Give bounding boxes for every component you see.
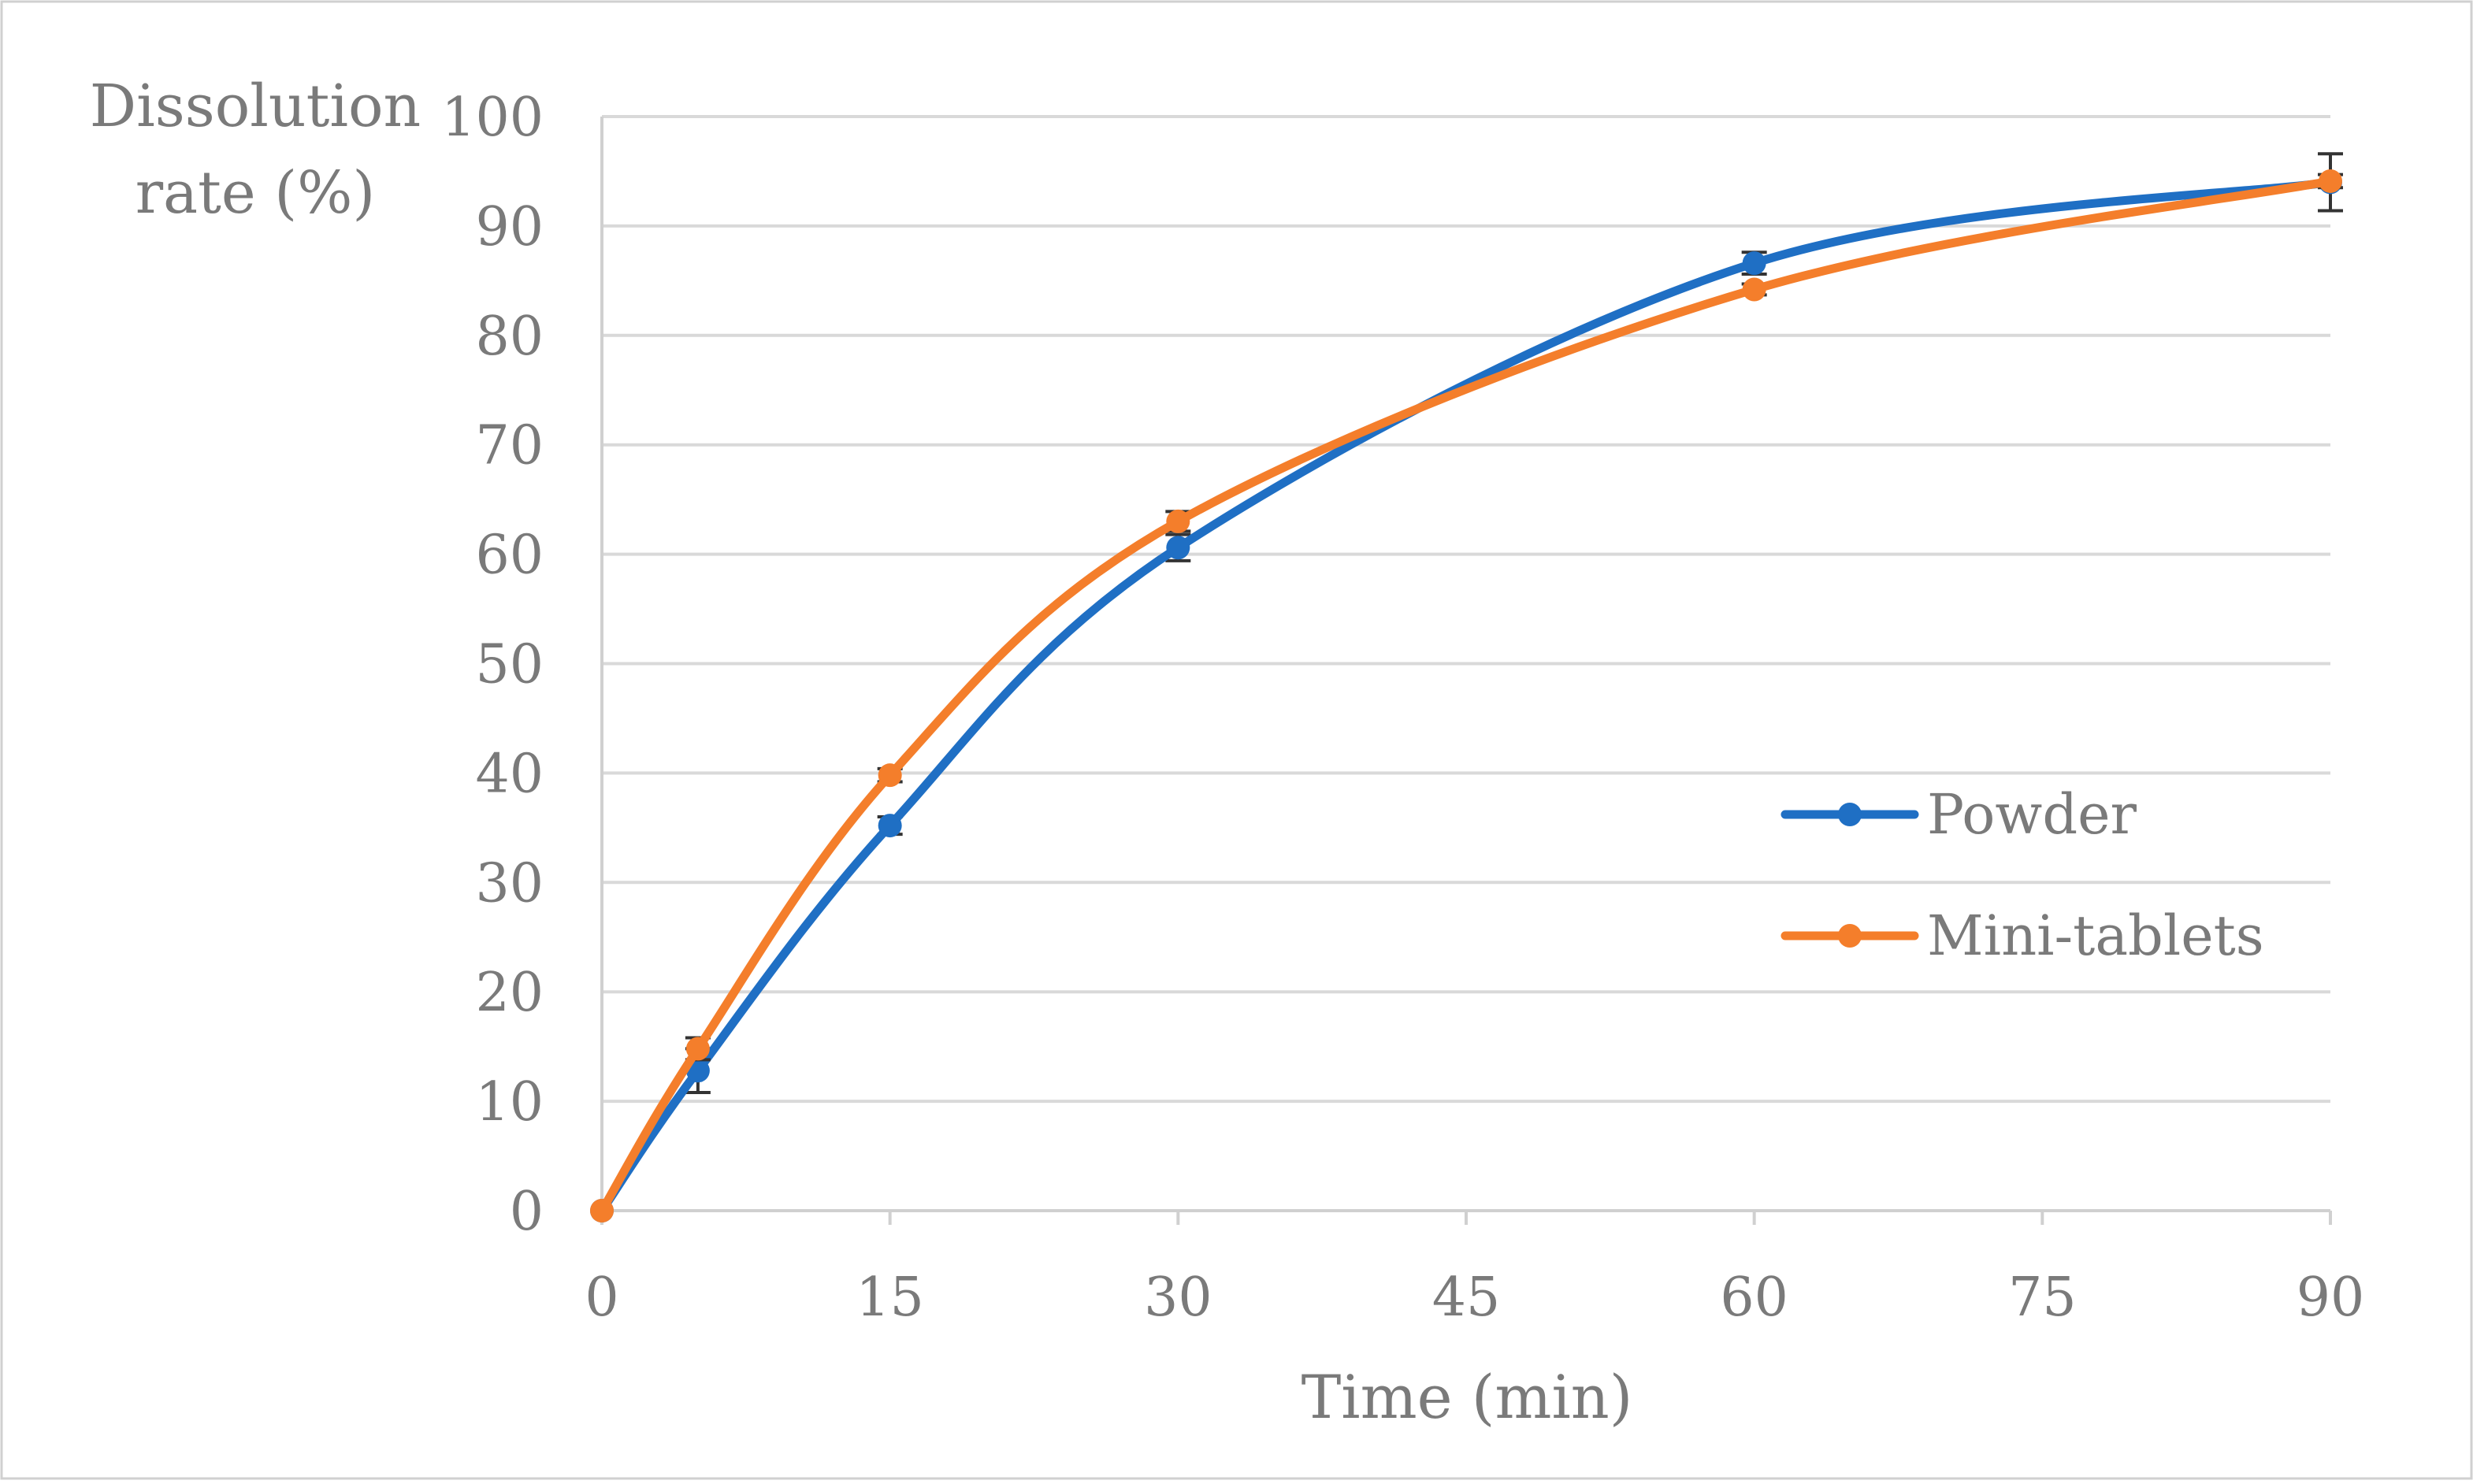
y-tick-label-20: 20: [475, 962, 544, 1024]
axes: [600, 117, 2332, 1225]
grid-lines: [602, 115, 2330, 1104]
legend-marker-mini-tablets: [1838, 924, 1862, 948]
y-tick-label-10: 10: [475, 1071, 544, 1133]
y-tick-label-50: 50: [475, 634, 544, 696]
legend-label-mini-tablets: Mini-tablets: [1927, 903, 2264, 968]
x-tick-label-45: 45: [1432, 1267, 1501, 1329]
data-point-mini-tablets-15: [878, 763, 902, 788]
data-point-mini-tablets-0: [590, 1199, 614, 1222]
series: [590, 152, 2343, 1222]
y-tick-label-0: 0: [510, 1181, 544, 1243]
x-tick-label-15: 15: [856, 1267, 924, 1329]
x-tick-label-60: 60: [1720, 1267, 1788, 1329]
data-point-powder-30: [1166, 536, 1190, 560]
y-tick-labels: 0 10 20 30 40 50 60 70 80 90 100: [441, 87, 544, 1243]
legend-label-powder: Powder: [1927, 782, 2137, 847]
y-tick-label-80: 80: [475, 306, 544, 368]
y-tick-label-70: 70: [475, 415, 544, 477]
y-axis-label-line-1: Dissolution: [90, 72, 421, 140]
legend-item-mini-tablets: Mini-tablets: [1780, 903, 2264, 968]
y-tick-label-30: 30: [475, 852, 544, 915]
y-tick-label-100: 100: [441, 87, 544, 149]
data-point-mini-tablets-60: [1742, 277, 1766, 302]
y-axis-label-line-2: rate (%): [136, 159, 376, 227]
y-tick-label-60: 60: [475, 525, 544, 587]
y-tick-label-90: 90: [475, 196, 544, 258]
data-point-mini-tablets-90: [2319, 169, 2342, 193]
x-tick-label-0: 0: [585, 1267, 618, 1329]
data-point-mini-tablets-5: [685, 1037, 710, 1061]
legend-item-powder: Powder: [1780, 782, 2137, 847]
x-tick-label-75: 75: [2008, 1267, 2077, 1329]
series-mini-tablets: [590, 169, 2343, 1222]
data-point-mini-tablets-30: [1166, 509, 1190, 533]
legend: Powder Mini-tablets: [1780, 782, 2264, 968]
x-tick-labels: 0 15 30 45 60 75 90: [585, 1267, 2364, 1329]
x-tick-label-30: 30: [1144, 1267, 1212, 1329]
y-tick-label-40: 40: [475, 743, 544, 805]
data-point-powder-60: [1742, 251, 1766, 276]
x-tick-label-90: 90: [2297, 1267, 2365, 1329]
series-line-mini-tablets: [597, 176, 2335, 1215]
data-point-powder-15: [878, 814, 902, 838]
x-axis-label: Time (min): [1301, 1362, 1633, 1432]
legend-marker-powder: [1838, 803, 1862, 826]
